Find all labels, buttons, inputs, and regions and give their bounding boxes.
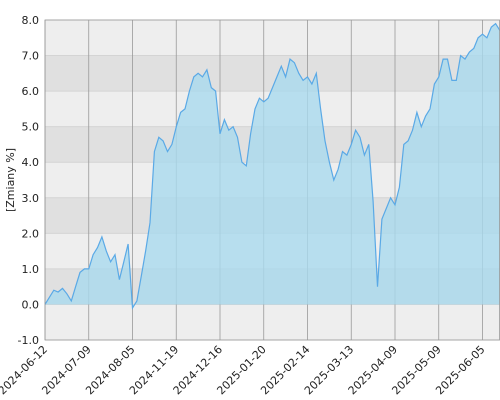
y-tick-label: 2.0 <box>22 227 40 240</box>
y-tick-label: 8.0 <box>22 14 40 27</box>
y-tick-label: 5.0 <box>22 121 40 134</box>
y-tick-label: 3.0 <box>22 192 40 205</box>
grid-band <box>45 55 500 92</box>
y-tick-label: 0.0 <box>22 298 40 311</box>
y-tick-label: 6.0 <box>22 85 40 98</box>
y-tick-label: 4.0 <box>22 156 40 169</box>
y-axis-label: [Zmiany %] <box>4 148 17 212</box>
line <box>44 22 500 310</box>
y-tick-label: -1.0 <box>18 334 39 347</box>
y-tick-label: 1.0 <box>22 263 40 276</box>
y-tick-label: 7.0 <box>22 50 40 63</box>
area <box>45 23 500 308</box>
grid-band <box>45 304 500 340</box>
grid-band <box>45 20 500 56</box>
